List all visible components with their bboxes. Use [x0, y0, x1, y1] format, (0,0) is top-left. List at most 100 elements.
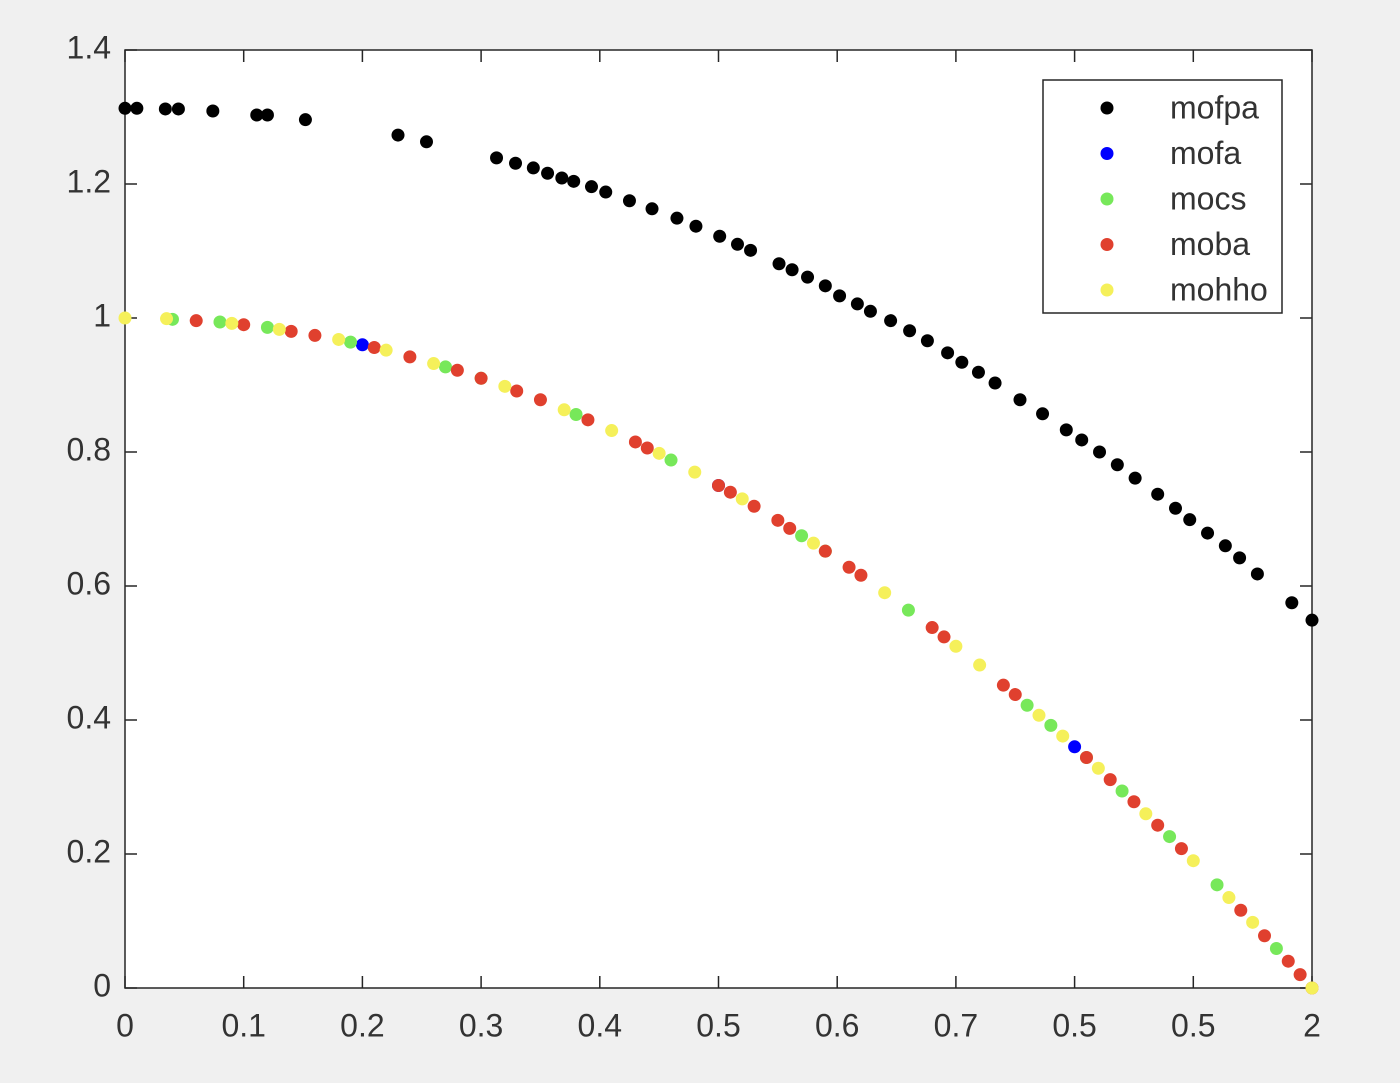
- point: [171, 102, 185, 116]
- point: [1093, 445, 1107, 459]
- legend-box: [1042, 79, 1283, 314]
- y-tick-label: 0.8: [67, 431, 111, 467]
- point: [973, 658, 987, 672]
- point: [971, 365, 985, 379]
- point: [1127, 795, 1141, 809]
- point: [1110, 458, 1124, 472]
- point: [567, 174, 581, 188]
- point: [1139, 807, 1153, 821]
- point: [260, 108, 274, 122]
- y-tick-label: 0: [93, 967, 111, 1003]
- point: [555, 171, 569, 185]
- point: [189, 314, 203, 328]
- legend-label: mofpa: [1170, 89, 1259, 125]
- point: [901, 603, 915, 617]
- point: [1258, 929, 1272, 943]
- x-tick-label: 0.2: [340, 1007, 384, 1043]
- point: [818, 279, 832, 293]
- point: [1285, 596, 1299, 610]
- point: [863, 304, 877, 318]
- point: [1174, 842, 1188, 856]
- point: [1059, 423, 1073, 437]
- point: [427, 357, 441, 371]
- point: [730, 237, 744, 251]
- y-tick-label: 1.2: [67, 163, 111, 199]
- point: [747, 499, 761, 513]
- point: [569, 407, 583, 421]
- point: [949, 639, 963, 653]
- point: [1151, 487, 1165, 501]
- point: [785, 263, 799, 277]
- point: [1128, 471, 1142, 485]
- point: [1020, 698, 1034, 712]
- point: [1269, 941, 1283, 955]
- point: [1168, 501, 1182, 515]
- point: [1056, 729, 1070, 743]
- point: [622, 194, 636, 208]
- point: [391, 128, 405, 142]
- point: [1222, 891, 1236, 905]
- point: [584, 180, 598, 194]
- point: [1013, 393, 1027, 407]
- legend-label: mofa: [1170, 135, 1241, 171]
- legend-label: moba: [1170, 226, 1250, 262]
- point: [355, 338, 369, 352]
- point: [1201, 526, 1215, 540]
- point: [795, 529, 809, 543]
- point: [509, 156, 523, 170]
- x-tick-label: 0.4: [578, 1007, 622, 1043]
- x-tick-label: 0.5: [1171, 1007, 1215, 1043]
- point: [713, 229, 727, 243]
- point: [712, 479, 725, 492]
- point: [237, 318, 251, 332]
- y-tick-label: 0.6: [67, 565, 111, 601]
- point: [903, 324, 917, 338]
- point: [1068, 740, 1082, 754]
- point: [688, 465, 702, 479]
- point: [118, 101, 132, 115]
- point: [925, 621, 939, 635]
- point: [1293, 968, 1307, 982]
- x-tick-label: 0.3: [459, 1007, 503, 1043]
- point: [652, 446, 666, 460]
- point: [878, 586, 892, 600]
- point: [1186, 854, 1200, 868]
- legend-label: mocs: [1170, 180, 1246, 216]
- point: [1281, 954, 1295, 968]
- point: [1044, 718, 1058, 732]
- point: [801, 270, 815, 284]
- point: [498, 379, 512, 393]
- point: [920, 334, 934, 348]
- point: [689, 219, 703, 233]
- legend-marker: [1100, 147, 1114, 160]
- x-tick-label: 0: [116, 1007, 134, 1043]
- point: [367, 340, 381, 354]
- point: [225, 316, 239, 330]
- point: [988, 376, 1002, 390]
- point: [806, 536, 820, 550]
- point: [344, 335, 358, 349]
- point: [1151, 818, 1165, 832]
- point: [842, 560, 856, 574]
- point: [118, 311, 132, 325]
- point: [533, 393, 547, 407]
- point: [996, 678, 1010, 692]
- y-tick-label: 0.2: [67, 833, 111, 869]
- legend-marker: [1100, 101, 1114, 115]
- point: [1183, 513, 1197, 527]
- point: [160, 312, 174, 326]
- point: [670, 211, 684, 225]
- point: [783, 521, 797, 535]
- point: [772, 257, 786, 271]
- point: [526, 161, 540, 175]
- point: [1032, 708, 1046, 722]
- point: [298, 113, 312, 127]
- point: [1234, 903, 1248, 917]
- point: [605, 424, 619, 438]
- point: [379, 343, 393, 357]
- point: [1008, 688, 1022, 702]
- point: [581, 413, 595, 427]
- point: [640, 441, 654, 455]
- point: [1305, 613, 1319, 627]
- point: [1075, 433, 1089, 447]
